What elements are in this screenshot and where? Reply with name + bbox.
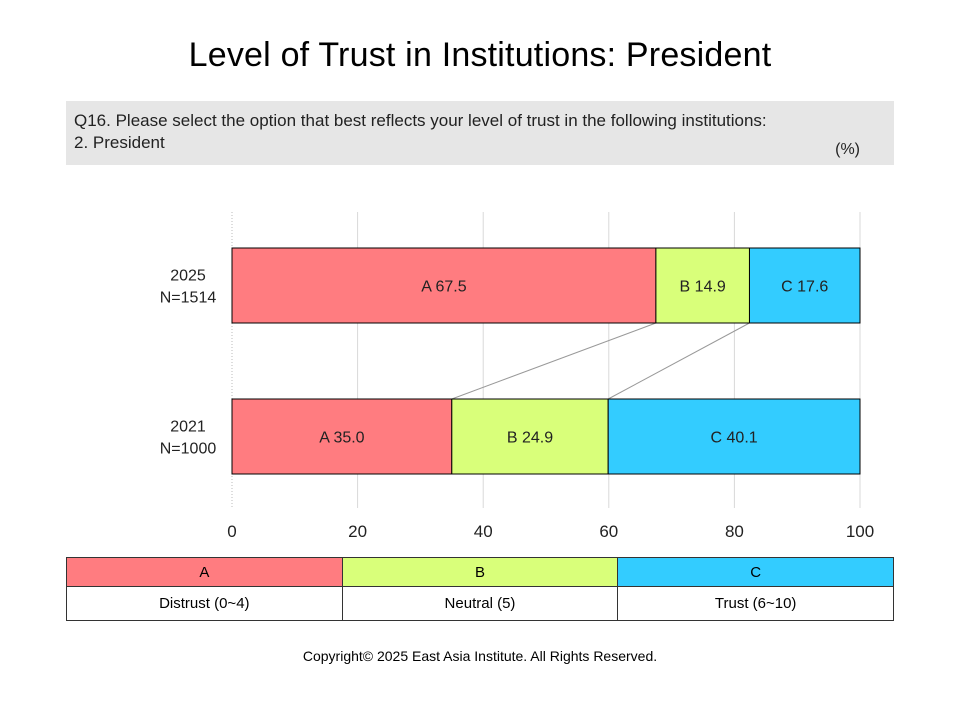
legend-desc-b: Neutral (5) [341,586,619,621]
question-box: Q16. Please select the option that best … [66,101,894,165]
category-labels: 2025 N=1514 2021 N=1000 [160,268,217,458]
x-tick-labels: 0 20 40 60 80 100 [227,522,874,541]
data-label: B 14.9 [680,279,726,296]
stacked-bar-chart: A 67.5 B 14.9 C 17.6A 35.0 B 24.9 C 40.1 202… [160,212,874,541]
bar-segment-a [231,398,453,475]
x-tick-label: 100 [846,522,874,541]
legend-desc-c: Trust (6~10) [617,586,894,621]
x-tick-label: 80 [725,522,744,541]
data-label: B 24.9 [507,430,553,447]
data-label: A 67.5 [421,279,466,296]
unit-label: (%) [835,141,860,158]
chart-title: Level of Trust in Institutions: Presiden… [188,36,772,74]
legend-code-a: A [66,557,343,587]
data-label: C 40.1 [711,430,758,447]
copyright-notice: Copyright© 2025 East Asia Institute. All… [302,648,658,664]
legend-code-c: C [617,557,894,587]
connector-line [451,322,657,400]
bar-segment-b [451,398,609,475]
category-label: 2025 [170,268,206,285]
data-label: A 35.0 [319,430,364,447]
bar-segment-c [607,398,861,475]
legend-desc-a: Distrust (0~4) [66,586,343,621]
question-text: Q16. Please select the option that best … [74,111,767,130]
x-tick-label: 20 [348,522,367,541]
legend-table: A B C Distrust (0~4) Neutral (5) Trust (… [66,557,894,621]
category-label: N=1514 [160,290,217,307]
connector-line [607,322,750,400]
x-tick-label: 60 [599,522,618,541]
category-label: N=1000 [160,441,217,458]
x-tick-label: 40 [474,522,493,541]
bars: A 67.5 B 14.9 C 17.6 A 35.0 B 24.9 C 40.1 [231,247,861,475]
data-label: C 17.6 [781,279,828,296]
category-label: 2021 [170,419,206,436]
question-subtext: 2. President [74,133,165,152]
bar-segment-a [231,247,657,324]
bar-segment-c [748,247,861,324]
legend-code-b: B [341,557,619,587]
connector-lines [451,322,750,400]
x-tick-label: 0 [227,522,236,541]
